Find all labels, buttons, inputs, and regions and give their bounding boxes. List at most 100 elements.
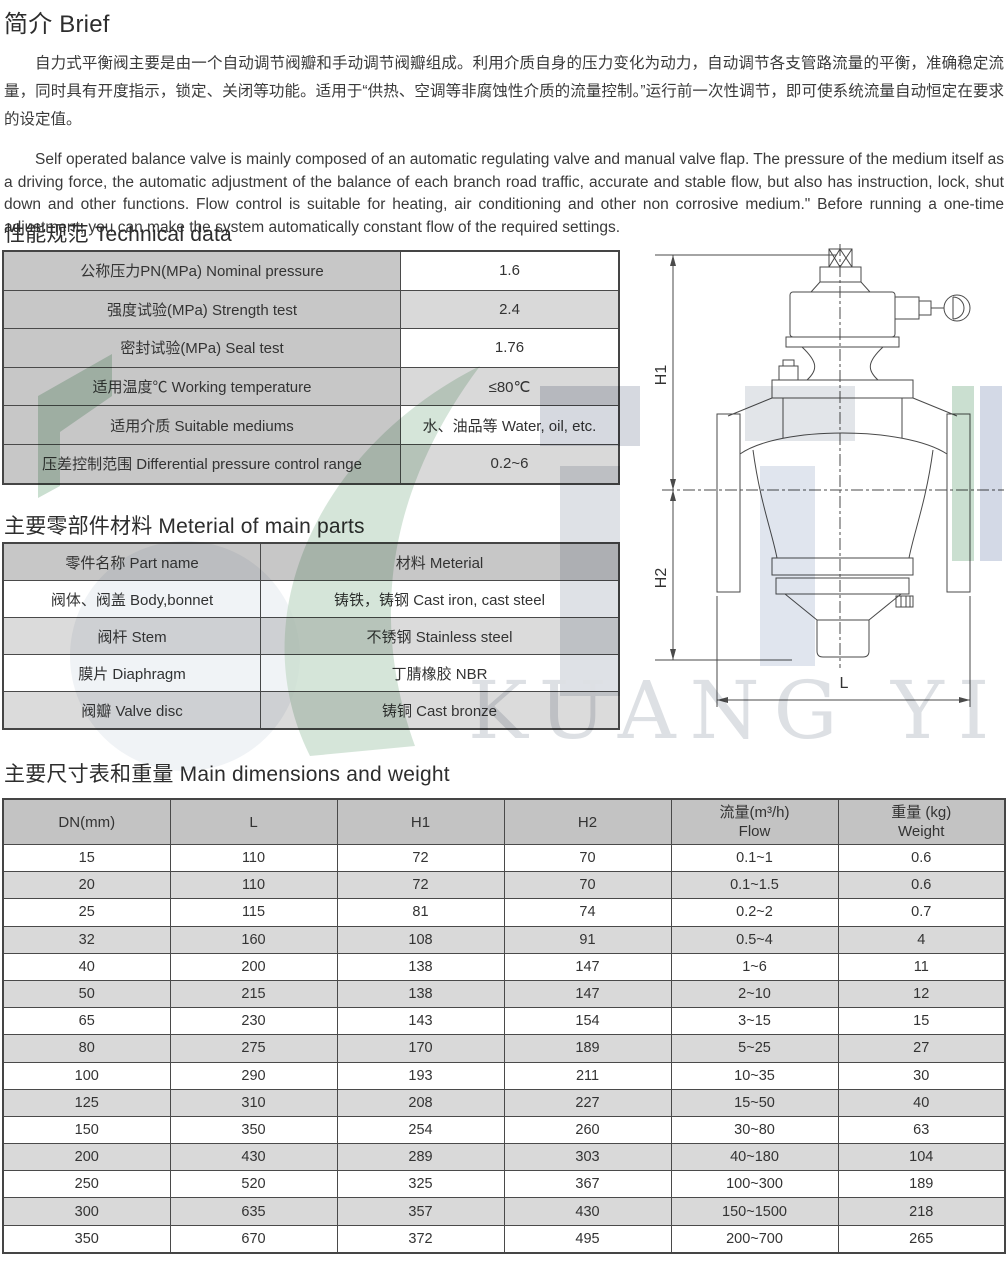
table-cell: 520 bbox=[169, 1170, 338, 1199]
table-cell: 0.7 bbox=[837, 898, 1006, 927]
table-cell: 108 bbox=[336, 925, 505, 954]
table-cell: 30 bbox=[837, 1061, 1006, 1090]
table-cell: 193 bbox=[336, 1061, 505, 1090]
table-row: 50 215 138 147 2~10 12 bbox=[2, 979, 1006, 1009]
table-cell: 154 bbox=[503, 1007, 672, 1036]
table-cell: 91 bbox=[503, 925, 672, 954]
spec-value-cell: 2.4 bbox=[400, 289, 620, 330]
table-row: 阀瓣 Valve disc 铸铜 Cast bronze bbox=[2, 691, 620, 730]
table-cell: 72 bbox=[336, 871, 505, 900]
column-header-cell: H1 bbox=[336, 798, 505, 845]
table-cell: 40~180 bbox=[670, 1143, 839, 1172]
table-cell: 310 bbox=[169, 1088, 338, 1117]
table-cell: 147 bbox=[503, 952, 672, 981]
brief-paragraph-en: Self operated balance valve is mainly co… bbox=[4, 151, 1004, 236]
table-cell: 0.1~1 bbox=[670, 843, 839, 873]
table-row: 阀体、阀盖 Body,bonnet 铸铁，铸钢 Cast iron, cast s… bbox=[2, 580, 620, 618]
brief-section: 简介 Brief 自力式平衡阀主要是由一个自动调节阀瓣和手动调节阀瓣组成。利用介… bbox=[4, 4, 1004, 239]
table-cell: 10~35 bbox=[670, 1061, 839, 1090]
spec-value-cell: 0.2~6 bbox=[400, 443, 620, 485]
column-header-cell: L bbox=[169, 798, 338, 845]
dimensions-table: DN(mm) L H1 H2 流量(m³/h) Flow 重量 (kg) Weight 1… bbox=[2, 798, 1006, 1254]
table-cell: 218 bbox=[837, 1197, 1006, 1226]
table-row: 100 290 193 211 10~35 30 bbox=[2, 1061, 1006, 1090]
table-cell: 15 bbox=[837, 1007, 1006, 1036]
table-cell: 25 bbox=[2, 898, 171, 927]
table-cell: 430 bbox=[169, 1143, 338, 1172]
column-header-cell: H2 bbox=[503, 798, 672, 845]
table-cell: 211 bbox=[503, 1061, 672, 1090]
adjuster-knob bbox=[894, 294, 971, 322]
table-cell: 115 bbox=[169, 898, 338, 927]
table-cell: 265 bbox=[837, 1224, 1006, 1254]
table-cell: 15~50 bbox=[670, 1088, 839, 1117]
table-cell: 4 bbox=[837, 925, 1006, 954]
table-row: 强度试验(MPa) Strength test 2.4 bbox=[2, 289, 620, 330]
table-cell: 367 bbox=[503, 1170, 672, 1199]
table-cell: 20 bbox=[2, 871, 171, 900]
table-cell: 300 bbox=[2, 1197, 171, 1226]
table-cell: 350 bbox=[169, 1115, 338, 1145]
table-row: 密封试验(MPa) Seal test 1.76 bbox=[2, 328, 620, 368]
table-cell: 80 bbox=[2, 1034, 171, 1063]
table-header-row: DN(mm) L H1 H2 流量(m³/h) Flow 重量 (kg) Weight bbox=[2, 798, 1006, 845]
table-row: 250 520 325 367 100~300 189 bbox=[2, 1170, 1006, 1199]
dimension-h1: H1 bbox=[653, 255, 676, 490]
svg-text:H1: H1 bbox=[653, 365, 670, 386]
dimensions-heading: 主要尺寸表和重量 Main dimensions and weight bbox=[4, 763, 450, 786]
table-cell: 290 bbox=[169, 1061, 338, 1090]
table-cell: 125 bbox=[2, 1088, 171, 1117]
table-cell: 104 bbox=[837, 1143, 1006, 1172]
table-cell: 阀杆 Stem bbox=[2, 617, 261, 655]
table-cell: 250 bbox=[2, 1170, 171, 1199]
materials-heading: 主要零部件材料 Meterial of main parts bbox=[4, 515, 365, 538]
spec-value-cell: 1.76 bbox=[400, 328, 620, 368]
table-cell: 254 bbox=[336, 1115, 505, 1145]
table-cell: 208 bbox=[336, 1088, 505, 1117]
table-cell: 40 bbox=[837, 1088, 1006, 1117]
table-cell: 铸铜 Cast bronze bbox=[260, 691, 620, 730]
table-cell: 170 bbox=[336, 1034, 505, 1063]
dimension-h2: H2 bbox=[653, 490, 676, 660]
table-cell: 63 bbox=[837, 1115, 1006, 1145]
table-cell: 100 bbox=[2, 1061, 171, 1090]
table-cell: 11 bbox=[837, 952, 1006, 981]
table-cell: 0.6 bbox=[837, 871, 1006, 900]
brief-paragraph-zh: 自力式平衡阀主要是由一个自动调节阀瓣和手动调节阀瓣组成。利用介质自身的压力变化为… bbox=[4, 55, 1004, 128]
table-cell: 635 bbox=[169, 1197, 338, 1226]
table-cell: 138 bbox=[336, 979, 505, 1009]
column-header-cell: DN(mm) bbox=[2, 798, 171, 845]
table-cell: 32 bbox=[2, 925, 171, 954]
table-row: 80 275 170 189 5~25 27 bbox=[2, 1034, 1006, 1063]
spec-label-cell: 压差控制范围 Differential pressure control ran… bbox=[2, 443, 401, 485]
table-cell: 膜片 Diaphragm bbox=[2, 654, 261, 692]
table-cell: 0.1~1.5 bbox=[670, 871, 839, 900]
column-header-cell: 流量(m³/h) Flow bbox=[670, 798, 839, 845]
table-cell: 65 bbox=[2, 1007, 171, 1036]
table-cell: 110 bbox=[169, 843, 338, 873]
table-cell: 1~6 bbox=[670, 952, 839, 981]
materials-table: 零件名称 Part name 材料 Meterial 阀体、阀盖 Body,bon… bbox=[2, 542, 620, 730]
technical-data-table: 公称压力PN(MPa) Nominal pressure 1.6 强度试验(MPa)… bbox=[2, 250, 620, 485]
table-row: 公称压力PN(MPa) Nominal pressure 1.6 bbox=[2, 250, 620, 291]
table-row: 300 635 357 430 150~1500 218 bbox=[2, 1197, 1006, 1226]
table-cell: 350 bbox=[2, 1224, 171, 1254]
table-row: 40 200 138 147 1~6 11 bbox=[2, 952, 1006, 981]
table-cell: 铸铁，铸钢 Cast iron, cast steel bbox=[260, 580, 620, 618]
table-row: 25 115 81 74 0.2~2 0.7 bbox=[2, 898, 1006, 927]
table-cell: 357 bbox=[336, 1197, 505, 1226]
table-cell: 215 bbox=[169, 979, 338, 1009]
table-row: 65 230 143 154 3~15 15 bbox=[2, 1007, 1006, 1036]
column-header-cell: 重量 (kg) Weight bbox=[837, 798, 1006, 845]
table-row: 200 430 289 303 40~180 104 bbox=[2, 1143, 1006, 1172]
table-row: 适用温度℃ Working temperature ≤80℃ bbox=[2, 366, 620, 407]
table-cell: 0.6 bbox=[837, 843, 1006, 873]
table-cell: 670 bbox=[169, 1224, 338, 1254]
table-cell: 15 bbox=[2, 843, 171, 873]
table-cell: 200 bbox=[169, 952, 338, 981]
svg-text:L: L bbox=[840, 675, 849, 692]
table-row: 32 160 108 91 0.5~4 4 bbox=[2, 925, 1006, 954]
dimension-l: L bbox=[717, 675, 970, 703]
table-row: 125 310 208 227 15~50 40 bbox=[2, 1088, 1006, 1117]
